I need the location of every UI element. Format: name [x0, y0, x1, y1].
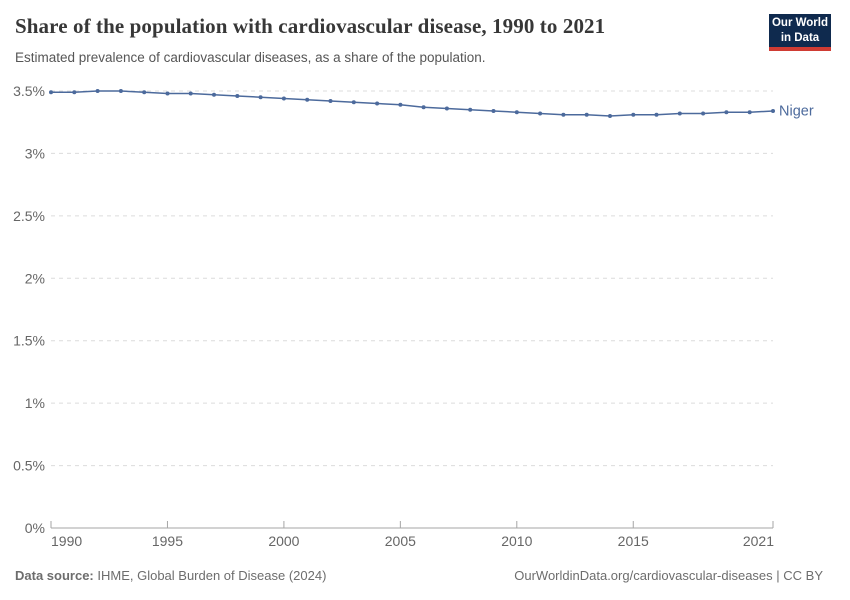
data-point[interactable]: [281, 96, 286, 101]
data-point[interactable]: [351, 100, 356, 105]
data-point[interactable]: [561, 112, 566, 117]
y-axis-tick-label: 2%: [25, 270, 45, 286]
series-line-niger[interactable]: [51, 90, 774, 117]
footer-license-link[interactable]: OurWorldinData.org/cardiovascular-diseas…: [514, 568, 823, 583]
data-point[interactable]: [142, 90, 147, 95]
data-point[interactable]: [747, 110, 752, 115]
data-point[interactable]: [608, 114, 612, 118]
owid-logo[interactable]: Our World in Data: [769, 14, 831, 51]
data-point[interactable]: [491, 109, 496, 113]
data-source-label: Data source:: [15, 568, 94, 583]
x-axis-tick-label: 2005: [385, 533, 416, 549]
y-axis-tick-label: 3%: [25, 145, 45, 161]
data-point[interactable]: [444, 106, 449, 111]
data-point[interactable]: [328, 99, 333, 103]
y-axis-tick-label: 2.5%: [13, 208, 45, 224]
x-axis-tick-label: 1990: [51, 533, 82, 549]
data-point[interactable]: [514, 110, 519, 115]
y-axis-tick-label: 3.5%: [13, 83, 45, 99]
data-point[interactable]: [677, 111, 682, 116]
owid-logo-line1: Our World: [771, 17, 828, 30]
data-point[interactable]: [49, 90, 53, 95]
data-point[interactable]: [212, 92, 216, 97]
data-point[interactable]: [95, 89, 100, 93]
data-point[interactable]: [72, 90, 77, 95]
data-point[interactable]: [538, 111, 543, 116]
data-point[interactable]: [468, 107, 473, 112]
series-label-niger[interactable]: Niger: [779, 103, 814, 119]
x-axis-tick-label: 2021: [743, 533, 774, 549]
y-axis-tick-label: 0%: [25, 520, 45, 536]
data-point[interactable]: [654, 112, 659, 117]
data-point[interactable]: [631, 112, 636, 117]
data-point[interactable]: [421, 105, 426, 110]
y-axis-tick-label: 1%: [25, 395, 45, 411]
y-axis-tick-label: 0.5%: [13, 458, 45, 474]
x-axis-tick-label: 1995: [152, 533, 183, 549]
chart-title: Share of the population with cardiovascu…: [15, 14, 606, 38]
data-point[interactable]: [771, 109, 775, 113]
x-axis-tick-label: 2015: [618, 533, 649, 549]
data-point[interactable]: [305, 97, 310, 102]
owid-logo-line2: in Data: [780, 31, 820, 44]
data-point[interactable]: [258, 95, 263, 100]
y-axis-tick-label: 1.5%: [13, 333, 45, 349]
chart-subtitle: Estimated prevalence of cardiovascular d…: [15, 50, 486, 65]
x-axis-tick-label: 2000: [268, 533, 299, 549]
x-axis-tick-label: 2010: [501, 533, 532, 549]
data-point[interactable]: [165, 91, 170, 96]
data-point[interactable]: [375, 101, 380, 106]
data-point[interactable]: [235, 94, 240, 98]
data-point[interactable]: [398, 102, 403, 107]
data-point[interactable]: [188, 91, 193, 96]
data-source[interactable]: Data source: IHME, Global Burden of Dise…: [15, 568, 326, 583]
data-point[interactable]: [724, 110, 729, 115]
data-source-text: IHME, Global Burden of Disease (2024): [93, 568, 327, 583]
data-point[interactable]: [118, 89, 123, 93]
data-point[interactable]: [584, 112, 589, 117]
data-point[interactable]: [701, 111, 706, 116]
